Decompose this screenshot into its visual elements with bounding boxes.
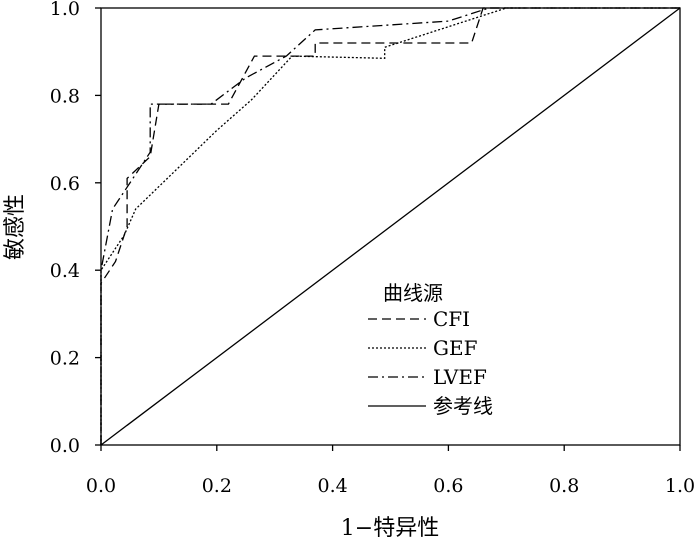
y-tick-label-1: 0.2 [50,348,80,370]
y-tick-label-2: 0.4 [50,260,80,282]
legend-items: CFI GEF LVEF 参考线 [368,307,493,418]
x-tick-label-1: 0.2 [202,475,232,497]
y-tick-label-5: 1.0 [50,0,80,20]
x-tick-label-4: 0.8 [549,475,579,497]
legend: 曲线源 CFI GEF LVEF 参考线 [368,281,493,418]
series-line-3 [100,7,681,446]
x-tick-label-2: 0.4 [317,475,347,497]
y-axis-title: 敏感性 [3,194,28,260]
legend-title: 曲线源 [383,281,443,305]
y-tick-label-4: 0.8 [50,85,80,107]
axes: 0.0 0.2 0.4 0.6 0.8 1.0 0.0 0.2 0.4 0.6 0.8 1.0 [50,0,695,497]
x-axis-title: 1−特异性 [341,516,439,541]
x-tick-label-5: 1.0 [665,475,695,497]
x-tick-label-3: 0.6 [433,475,463,497]
x-tick-label-0: 0.0 [86,475,116,497]
legend-label-1: GEF [433,336,478,360]
series-line-1 [100,7,680,445]
plot-lines [100,7,681,446]
legend-label-0: CFI [433,307,470,331]
y-tick-label-0: 0.0 [50,435,80,457]
y-tick-label-3: 0.6 [50,173,80,195]
plot-frame [100,7,681,446]
series-line-0 [100,7,680,445]
legend-label-2: LVEF [433,365,487,389]
legend-label-3: 参考线 [433,394,493,418]
series-line-2 [100,7,680,445]
